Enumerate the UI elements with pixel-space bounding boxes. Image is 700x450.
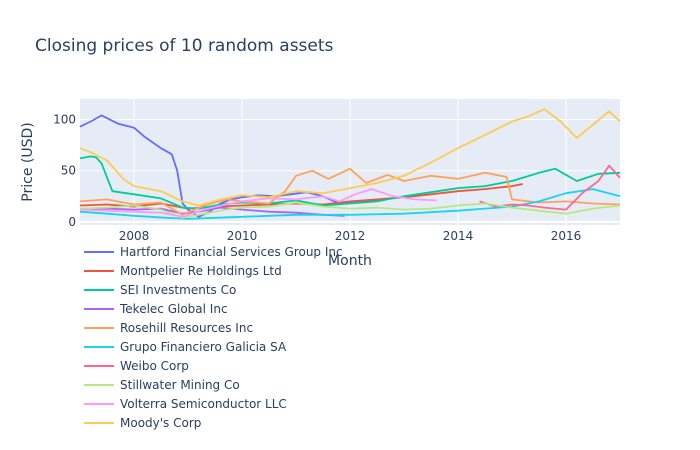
series-line-9 bbox=[79, 188, 437, 218]
y-axis-title: Price (USD) bbox=[20, 122, 36, 201]
y-tick-label: 0 bbox=[68, 215, 76, 229]
y-tick-label: 50 bbox=[61, 164, 76, 178]
legend-label: Volterra Semiconductor LLC bbox=[120, 397, 287, 411]
legend-label: Stillwater Mining Co bbox=[120, 378, 240, 392]
legend-label: Rosehill Resources Inc bbox=[120, 321, 253, 335]
legend-label: Grupo Financiero Galicia SA bbox=[120, 340, 287, 354]
x-axis-title: Month bbox=[328, 253, 372, 269]
grid-lines bbox=[80, 99, 620, 225]
legend-item: SEI Investments Co bbox=[84, 283, 236, 297]
legend-item: Moody's Corp bbox=[84, 416, 201, 430]
series-line-8 bbox=[79, 201, 621, 219]
legend-label: Moody's Corp bbox=[120, 416, 201, 430]
series-line-10 bbox=[79, 108, 621, 207]
series-lines bbox=[79, 108, 621, 220]
legend-item: Tekelec Global Inc bbox=[84, 302, 228, 316]
legend-label: Hartford Financial Services Group Inc bbox=[120, 245, 343, 259]
y-tick-label: 100 bbox=[53, 112, 76, 126]
legend-item: Rosehill Resources Inc bbox=[84, 321, 253, 335]
series-line-6 bbox=[79, 188, 621, 220]
legend-label: Tekelec Global Inc bbox=[119, 302, 228, 316]
series-line-5 bbox=[79, 167, 621, 216]
legend-item: Weibo Corp bbox=[84, 359, 189, 373]
x-tick-label: 2008 bbox=[119, 229, 150, 243]
x-tick-labels: 2008 2010 2012 2014 2016 bbox=[119, 229, 582, 243]
x-tick-label: 2016 bbox=[551, 229, 582, 243]
legend: Hartford Financial Services Group Inc Mon… bbox=[84, 245, 343, 430]
legend-item: Montpelier Re Holdings Ltd bbox=[84, 264, 282, 278]
legend-label: Montpelier Re Holdings Ltd bbox=[120, 264, 282, 278]
x-tick-label: 2014 bbox=[443, 229, 474, 243]
legend-item: Stillwater Mining Co bbox=[84, 378, 240, 392]
legend-label: Weibo Corp bbox=[120, 359, 189, 373]
y-tick-labels: 0 50 100 bbox=[53, 112, 76, 228]
x-tick-label: 2012 bbox=[335, 229, 366, 243]
chart-title: Closing prices of 10 random assets bbox=[35, 36, 334, 56]
x-tick-label: 2010 bbox=[227, 229, 258, 243]
legend-label: SEI Investments Co bbox=[120, 283, 236, 297]
legend-item: Volterra Semiconductor LLC bbox=[84, 397, 287, 411]
legend-item: Hartford Financial Services Group Inc bbox=[84, 245, 343, 259]
series-line-4 bbox=[79, 206, 345, 217]
legend-item: Grupo Financiero Galicia SA bbox=[84, 340, 287, 354]
series-line-3 bbox=[79, 155, 621, 210]
